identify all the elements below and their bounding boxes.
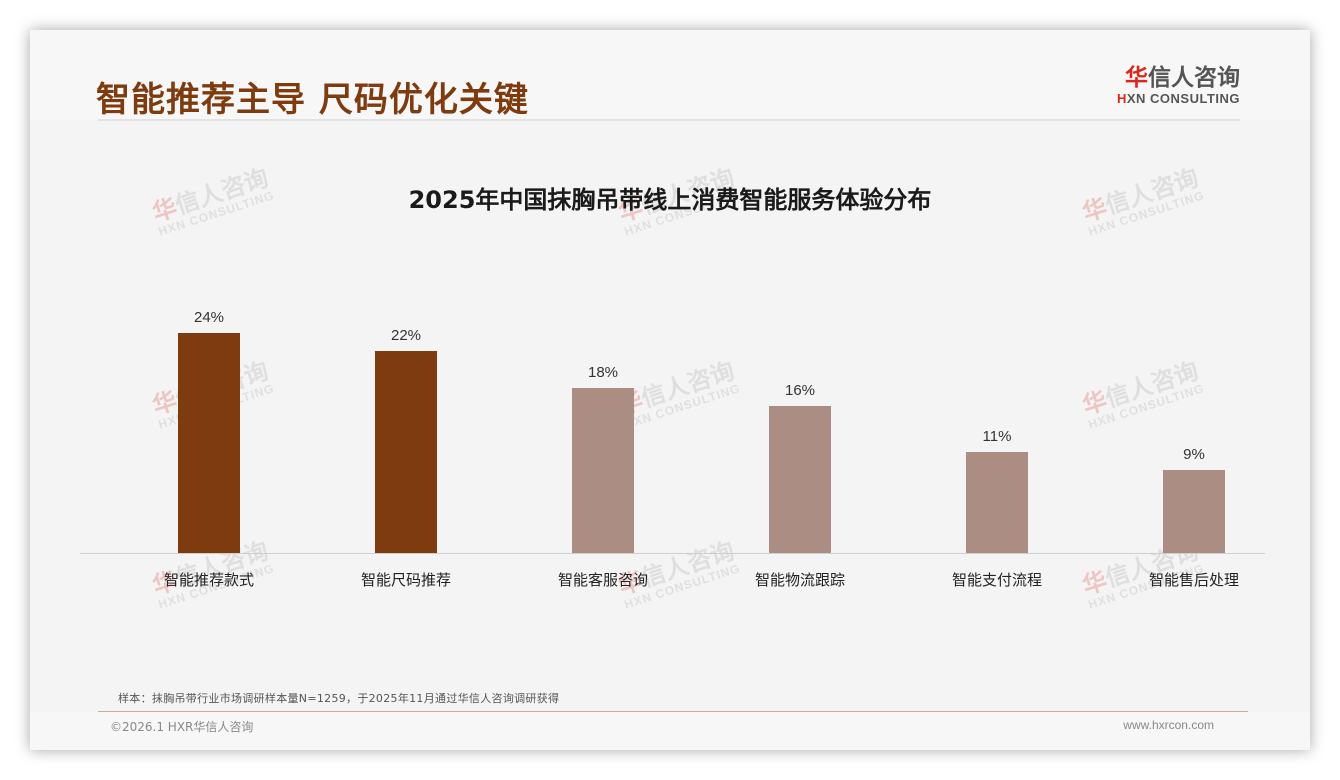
logo-mark: 华 [1125, 65, 1148, 91]
bar-value-label: 9% [1183, 446, 1205, 463]
x-axis-category-label: 智能客服咨询 [557, 571, 648, 589]
footer-divider [98, 711, 1248, 712]
brand-logo: 华信人咨询 HXN CONSULTING [1110, 64, 1240, 106]
x-axis-category-label: 智能物流跟踪 [754, 571, 845, 589]
x-axis-category-label: 智能推荐款式 [163, 571, 254, 589]
logo-en-text: XN CONSULTING [1126, 91, 1240, 106]
sample-note: 样本：抹胸吊带行业市场调研样本量N=1259，于2025年11月通过华信人咨询调… [118, 692, 560, 705]
bar-value-label: 18% [587, 364, 619, 381]
bar-chart: 24% 智能推荐款式 22% 智能尺码推荐 18% 智能客服咨询 16% 智能物流跟踪 11% 智… [80, 260, 1265, 590]
bar-group: 11% 智能支付流程 [917, 260, 1077, 590]
header-band [30, 30, 1310, 120]
page-title: 智能推荐主导 尺码优化关键 [96, 80, 529, 120]
bar-group: 9% 智能售后处理 [1114, 260, 1274, 590]
chart-title: 2025年中国抹胸吊带线上消费智能服务体验分布 [408, 186, 932, 214]
bar-value-label: 11% [982, 428, 1012, 445]
bar-group: 24% 智能推荐款式 [129, 260, 289, 590]
logo-cn-text: 信人咨询 [1148, 65, 1240, 91]
header-divider [98, 119, 1240, 121]
bar [375, 351, 437, 553]
bar [769, 406, 831, 553]
footer-band [30, 712, 1310, 750]
slide: 智能推荐主导 尺码优化关键 华信人咨询 HXN CONSULTING 华信人咨询… [30, 30, 1310, 750]
logo-cn: 华信人咨询 [1110, 64, 1240, 92]
bar-value-label: 24% [193, 309, 225, 326]
bar [572, 388, 634, 553]
bar-group: 22% 智能尺码推荐 [326, 260, 486, 590]
bar [178, 333, 240, 553]
bar-value-label: 16% [784, 382, 816, 399]
bar [1163, 470, 1225, 553]
bar-value-label: 22% [390, 327, 422, 344]
x-axis-line [80, 553, 1265, 554]
bar [966, 452, 1028, 553]
logo-en: HXN CONSULTING [1110, 92, 1240, 106]
bar-group: 16% 智能物流跟踪 [720, 260, 880, 590]
logo-en-mark: H [1116, 91, 1127, 106]
x-axis-category-label: 智能售后处理 [1148, 571, 1239, 589]
x-axis-category-label: 智能支付流程 [951, 571, 1042, 589]
copyright: ©2026.1 HXR华信人咨询 [110, 720, 254, 734]
x-axis-category-label: 智能尺码推荐 [360, 571, 451, 589]
website-link[interactable]: www.hxrcon.com [1123, 718, 1214, 732]
bar-group: 18% 智能客服咨询 [523, 260, 683, 590]
